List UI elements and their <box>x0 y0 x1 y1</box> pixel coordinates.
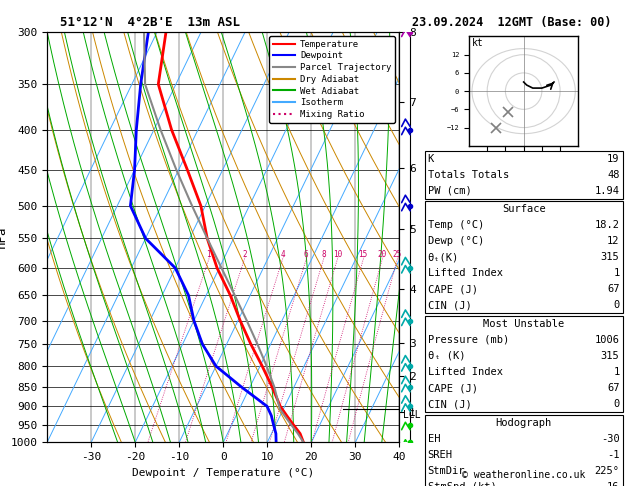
Text: 0: 0 <box>613 300 620 311</box>
Text: 25: 25 <box>392 250 402 260</box>
Text: K: K <box>428 154 434 164</box>
Text: 1006: 1006 <box>594 335 620 345</box>
Text: 15: 15 <box>359 250 368 260</box>
Text: 1.94: 1.94 <box>594 186 620 196</box>
Text: 0: 0 <box>613 399 620 409</box>
Text: 225°: 225° <box>594 466 620 476</box>
Text: 67: 67 <box>607 284 620 295</box>
Text: EH: EH <box>428 434 440 444</box>
Text: 16: 16 <box>607 482 620 486</box>
X-axis label: Dewpoint / Temperature (°C): Dewpoint / Temperature (°C) <box>132 468 314 478</box>
Text: 23.09.2024  12GMT (Base: 00): 23.09.2024 12GMT (Base: 00) <box>412 16 611 29</box>
Y-axis label: hPa: hPa <box>0 226 8 248</box>
Text: 12: 12 <box>607 236 620 246</box>
Text: 315: 315 <box>601 351 620 361</box>
Text: 18.2: 18.2 <box>594 220 620 230</box>
Text: 19: 19 <box>607 154 620 164</box>
Text: 1: 1 <box>206 250 211 260</box>
Legend: Temperature, Dewpoint, Parcel Trajectory, Dry Adiabat, Wet Adiabat, Isotherm, Mi: Temperature, Dewpoint, Parcel Trajectory… <box>269 36 395 122</box>
Text: Temp (°C): Temp (°C) <box>428 220 484 230</box>
Text: CIN (J): CIN (J) <box>428 300 472 311</box>
Text: -30: -30 <box>601 434 620 444</box>
Text: PW (cm): PW (cm) <box>428 186 472 196</box>
Text: Totals Totals: Totals Totals <box>428 170 509 180</box>
Text: Dewp (°C): Dewp (°C) <box>428 236 484 246</box>
Text: 315: 315 <box>601 252 620 262</box>
Text: 4: 4 <box>280 250 285 260</box>
Text: 8: 8 <box>321 250 326 260</box>
Text: 67: 67 <box>607 383 620 393</box>
Text: CAPE (J): CAPE (J) <box>428 284 477 295</box>
Text: θₜ(K): θₜ(K) <box>428 252 459 262</box>
Text: StmSpd (kt): StmSpd (kt) <box>428 482 496 486</box>
Text: 20: 20 <box>377 250 387 260</box>
Text: θₜ (K): θₜ (K) <box>428 351 465 361</box>
Text: Most Unstable: Most Unstable <box>483 319 564 329</box>
Text: kt: kt <box>472 37 484 48</box>
Text: -1: -1 <box>607 450 620 460</box>
Text: Lifted Index: Lifted Index <box>428 367 503 377</box>
Text: Mixing Ratio (g/kg): Mixing Ratio (g/kg) <box>463 181 473 293</box>
Text: 10: 10 <box>333 250 342 260</box>
Y-axis label: km
ASL: km ASL <box>431 226 451 248</box>
Text: SREH: SREH <box>428 450 453 460</box>
Text: CIN (J): CIN (J) <box>428 399 472 409</box>
Text: LCL: LCL <box>403 410 421 420</box>
Text: 6: 6 <box>304 250 308 260</box>
Text: Lifted Index: Lifted Index <box>428 268 503 278</box>
Text: Hodograph: Hodograph <box>496 417 552 428</box>
Text: 2: 2 <box>242 250 247 260</box>
Text: 48: 48 <box>607 170 620 180</box>
Text: © weatheronline.co.uk: © weatheronline.co.uk <box>462 470 586 480</box>
Text: 1: 1 <box>613 268 620 278</box>
Text: 1: 1 <box>613 367 620 377</box>
Text: StmDir: StmDir <box>428 466 465 476</box>
Text: CAPE (J): CAPE (J) <box>428 383 477 393</box>
Text: Pressure (mb): Pressure (mb) <box>428 335 509 345</box>
Text: 51°12'N  4°2B'E  13m ASL: 51°12'N 4°2B'E 13m ASL <box>60 16 240 29</box>
Text: Surface: Surface <box>502 204 545 214</box>
